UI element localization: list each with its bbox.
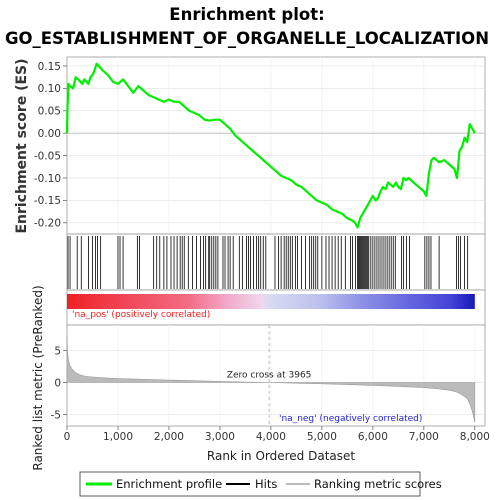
metric-y-ticks: 5 0 -5 [51, 345, 67, 421]
metric-y-tick-label: -5 [51, 409, 61, 421]
metric-y-tick-label: 0 [54, 377, 61, 389]
x-tick-label: 7,000 [409, 431, 439, 443]
es-y-tick-label: 0.15 [38, 61, 61, 73]
negative-correlation-label: 'na_neg' (negatively correlated) [279, 414, 422, 424]
es-y-tick-label: -0.20 [34, 218, 61, 230]
metric-y-axis-label: Ranked list metric (PreRanked) [31, 285, 45, 470]
colorbar-panel: 'na_pos' (positively correlated) [67, 290, 485, 325]
x-tick-label: 8,000 [460, 431, 490, 443]
es-y-ticks: 0.15 0.10 0.05 0.00 -0.05 -0.10 -0.15 -0.20 [34, 61, 67, 230]
x-ticks: 0 1,000 2,000 3,000 4,000 5,000 6,000 7,000 8,00… [64, 426, 490, 443]
hits-plot-area [67, 234, 485, 290]
es-y-tick-label: 0.00 [38, 128, 61, 140]
x-tick-label: 6,000 [358, 431, 388, 443]
legend-label-enrichment: Enrichment profile [116, 477, 222, 491]
metric-y-tick-label: 5 [54, 345, 61, 357]
es-y-tick-label: 0.05 [38, 106, 61, 118]
x-tick-label: 0 [64, 431, 71, 443]
positive-correlation-label: 'na_pos' (positively correlated) [72, 310, 210, 320]
es-y-tick-label: -0.10 [34, 173, 61, 185]
chart-title-line1: Enrichment plot: [169, 5, 324, 24]
x-tick-label: 5,000 [307, 431, 337, 443]
x-tick-label: 4,000 [256, 431, 286, 443]
legend: Enrichment profile Hits Ranking metric s… [80, 472, 442, 496]
x-tick-label: 3,000 [205, 431, 235, 443]
x-tick-label: 2,000 [154, 431, 184, 443]
es-y-tick-label: -0.05 [34, 150, 61, 162]
es-y-tick-label: -0.15 [34, 195, 61, 207]
chart-title-line2: GO_ESTABLISHMENT_OF_ORGANELLE_LOCALIZATI… [5, 29, 489, 48]
es-panel: 0.15 0.10 0.05 0.00 -0.05 -0.10 -0.15 -0.20 Enr… [14, 57, 485, 234]
legend-label-hits: Hits [255, 477, 277, 491]
rank-color-bar [67, 294, 475, 309]
legend-label-metric: Ranking metric scores [314, 477, 442, 491]
es-y-tick-label: 0.10 [38, 83, 61, 95]
es-plot-area [67, 57, 485, 234]
hits-panel [67, 234, 485, 290]
x-axis-label: Rank in Ordered Dataset [207, 449, 355, 463]
es-y-axis-label: Enrichment score (ES) [14, 58, 30, 233]
x-tick-label: 1,000 [103, 431, 133, 443]
zero-cross-label: Zero cross at 3965 [227, 371, 312, 381]
